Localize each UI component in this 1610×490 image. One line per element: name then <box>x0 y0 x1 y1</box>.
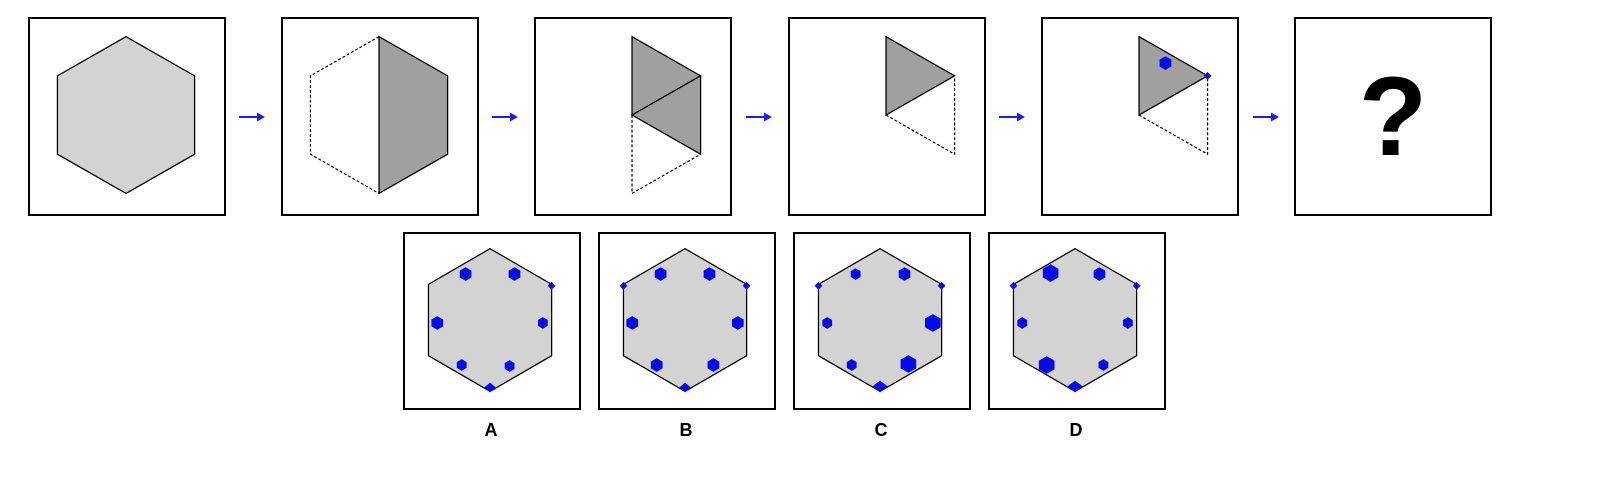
punch-hole <box>1159 56 1172 70</box>
hexagon-shape <box>817 247 943 393</box>
step-4-panel <box>788 17 986 216</box>
triangle-fold-figure <box>885 35 956 156</box>
step-3-panel <box>534 17 732 216</box>
full-hexagon-figure <box>56 35 196 195</box>
hexagon-shape <box>427 247 553 393</box>
step-5-panel <box>1041 17 1239 216</box>
middle-triangle-shape <box>630 74 702 156</box>
punched-triangle-figure <box>1138 35 1212 156</box>
step-6-panel: ? <box>1294 17 1492 216</box>
option-c-figure <box>814 247 946 393</box>
option-a-panel[interactable] <box>403 232 581 410</box>
arrow-icon-1 <box>237 111 267 123</box>
option-a-label[interactable]: A <box>484 420 498 440</box>
option-d-label[interactable]: D <box>1069 420 1083 440</box>
option-a-figure <box>427 247 556 393</box>
punch-holes <box>1159 56 1212 80</box>
arrow-icon-5 <box>1251 111 1281 123</box>
option-c-label[interactable]: C <box>874 420 888 440</box>
punch-holes <box>431 267 556 393</box>
triangle-shape <box>1138 35 1209 117</box>
arrow-icon-3 <box>744 111 774 123</box>
folded-away-outline <box>631 115 701 195</box>
arrow-icon-2 <box>490 111 520 123</box>
folded-away-outline <box>309 36 380 194</box>
step-2-panel <box>281 17 479 216</box>
triangle-shape <box>885 35 956 117</box>
punch-holes <box>814 267 946 393</box>
hexagon-shape <box>622 247 748 393</box>
option-b-panel[interactable] <box>598 232 776 410</box>
option-b-label[interactable]: B <box>679 420 693 440</box>
hexagon-shape <box>56 35 196 195</box>
option-d-panel[interactable] <box>988 232 1166 410</box>
quarter-fold-figure <box>630 35 702 195</box>
punch-holes <box>619 267 751 393</box>
arrow-icon-4 <box>997 111 1027 123</box>
folded-away-outline <box>885 75 956 156</box>
step-1-panel <box>28 17 226 216</box>
right-half-shape <box>378 35 449 195</box>
option-c-panel[interactable] <box>793 232 971 410</box>
half-fold-figure <box>309 35 449 195</box>
question-mark: ? <box>1358 53 1428 179</box>
folded-away-outline <box>1138 75 1209 156</box>
punch-hole-edge <box>1203 71 1212 80</box>
hexagon-shape <box>1012 247 1138 393</box>
option-d-figure <box>1009 247 1141 393</box>
option-b-figure <box>619 247 751 393</box>
